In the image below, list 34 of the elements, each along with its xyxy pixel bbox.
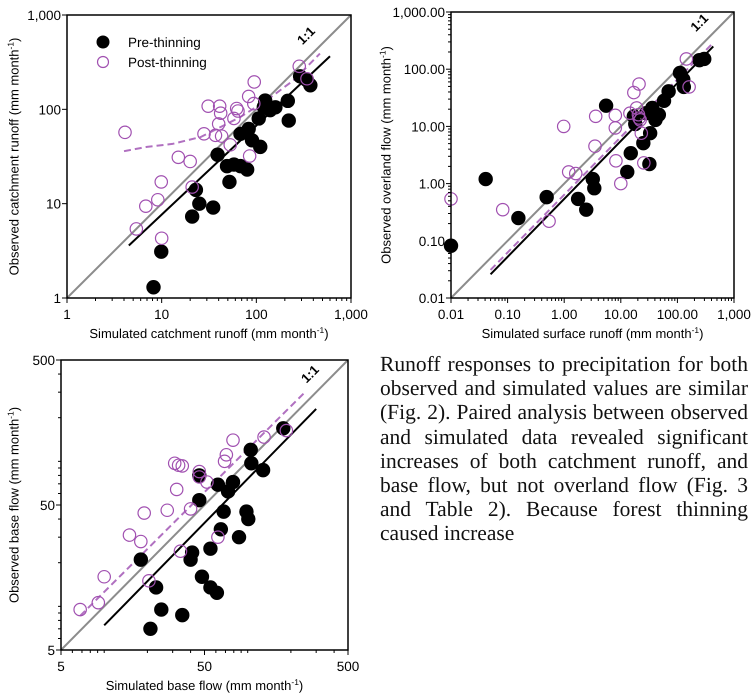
y-tick-label: 0.10 [418, 234, 445, 249]
x-tick-label: 1,000 [334, 307, 368, 322]
text: Runoff responses to precipitation for both observed and simulated values are similar (Fig. 2). Paired analysis between observed and simulated data revealed significant increases of both catchment runoff, and base flow, but not overland flow (Fig. 3 and Table 2). Because forest thinning caused increase [380, 352, 748, 546]
x-axis-title: Simulated base flow (mm month$^{-1}$) [106, 677, 304, 693]
x-axis-title: Simulated catchment runoff (mm month$^{-1}$) [89, 325, 329, 341]
legend-label: Pre-thinning [128, 35, 201, 50]
y-tick-label: 500 [32, 353, 55, 368]
y-tick-label: 100 [38, 102, 61, 118]
x-tick-label: 50 [196, 659, 212, 674]
annotation: 1:1 [298, 362, 322, 386]
x-tick-label: 1,000 [717, 307, 751, 322]
x-tick-label: 1.00 [551, 307, 578, 322]
y-tick-label: 0.01 [418, 291, 445, 306]
x-tick-label: 500 [336, 659, 360, 674]
x-axis-title: Simulated surface runoff (mm month$^{-1}$) [482, 325, 704, 341]
y-tick-label: 10 [46, 196, 61, 212]
legend-label: Post-thinning [128, 55, 207, 70]
x-tick-label: 0.10 [494, 307, 521, 322]
y-tick-label: 1,000.00 [392, 5, 445, 20]
y-tick-label: 10.00 [411, 119, 445, 134]
y-tick-label: 1,000 [27, 8, 61, 23]
y-tick-label: 1 [53, 291, 61, 306]
x-tick-label: 100.00 [656, 307, 698, 322]
y-tick-label: 50 [40, 498, 55, 513]
y-tick-label: 100.00 [404, 62, 445, 78]
y-tick-label: 5 [47, 643, 55, 658]
annotation: 1:1 [687, 10, 712, 35]
x-tick-label: 10.00 [604, 307, 638, 322]
annotation: 1:1 [294, 24, 318, 48]
x-tick-label: 100 [245, 307, 268, 322]
x-tick-label: 1 [63, 307, 71, 322]
x-tick-label: 10 [154, 307, 170, 322]
x-tick-label: 0.01 [438, 307, 464, 322]
y-tick-label: 1.00 [418, 176, 445, 192]
